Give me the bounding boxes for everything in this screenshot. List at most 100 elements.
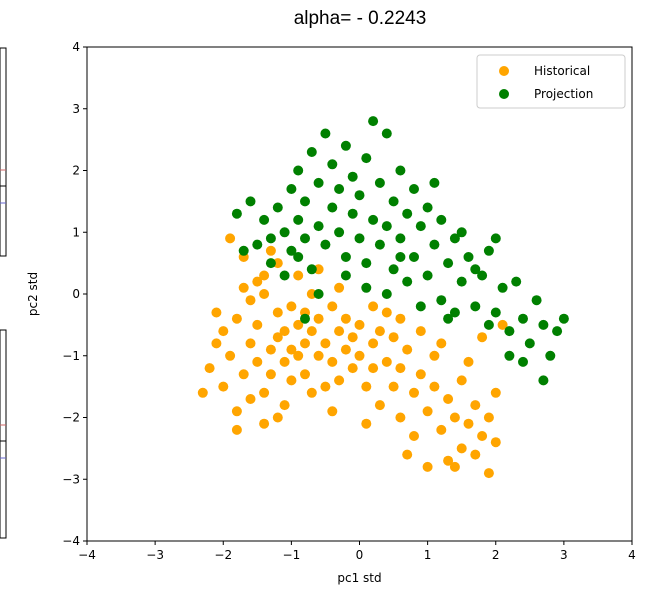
x-tick-label: 4: [628, 548, 636, 562]
point-projection: [456, 276, 467, 287]
x-tick-label: 0: [356, 548, 364, 562]
point-historical: [327, 356, 338, 367]
point-historical: [470, 400, 481, 411]
point-historical: [265, 369, 276, 380]
point-projection: [388, 196, 399, 207]
point-projection: [456, 227, 467, 238]
point-projection: [388, 264, 399, 275]
point-historical: [409, 387, 419, 398]
point-historical: [354, 319, 365, 330]
point-historical: [306, 387, 317, 398]
point-projection: [463, 252, 474, 262]
point-historical: [197, 387, 208, 398]
point-historical: [483, 468, 494, 479]
point-historical: [293, 270, 304, 281]
point-historical: [361, 418, 372, 429]
point-historical: [272, 258, 283, 269]
point-projection: [538, 375, 549, 386]
point-projection: [415, 221, 426, 232]
point-projection: [552, 326, 563, 337]
point-historical: [395, 313, 406, 324]
point-historical: [272, 412, 283, 423]
point-historical: [313, 313, 324, 324]
point-projection: [545, 350, 556, 361]
point-projection: [436, 214, 447, 225]
point-projection: [409, 184, 419, 194]
point-projection: [340, 252, 351, 262]
point-historical: [252, 276, 263, 287]
point-projection: [429, 177, 440, 188]
point-historical: [252, 319, 263, 330]
point-projection: [293, 165, 304, 176]
point-projection: [306, 147, 317, 157]
point-projection: [354, 190, 365, 201]
point-projection: [504, 350, 515, 361]
point-projection: [361, 153, 372, 164]
legend-label-historical: Historical: [534, 64, 590, 78]
legend-label-projection: Projection: [534, 87, 593, 101]
point-historical: [463, 418, 474, 429]
plot-area: [87, 47, 632, 541]
point-historical: [436, 424, 447, 435]
point-historical: [340, 344, 351, 355]
series-projection: [231, 116, 569, 386]
point-historical: [218, 326, 229, 337]
point-historical: [483, 412, 494, 423]
point-projection: [395, 165, 406, 176]
left-plot-fragment: [0, 47, 7, 539]
point-projection: [320, 128, 331, 139]
x-tick-label: −3: [146, 548, 164, 562]
y-tick-label: 2: [72, 164, 80, 178]
point-projection: [436, 295, 447, 306]
point-historical: [368, 338, 379, 349]
point-historical: [374, 326, 385, 337]
point-projection: [327, 202, 338, 213]
point-historical: [443, 455, 454, 466]
legend: Historical Projection: [476, 54, 626, 109]
point-projection: [320, 239, 331, 250]
point-historical: [231, 313, 242, 324]
y-tick-label: 1: [72, 225, 80, 239]
point-historical: [259, 270, 270, 281]
point-historical: [388, 381, 399, 392]
point-historical: [347, 332, 358, 343]
y-tick-label: 4: [72, 40, 80, 54]
point-projection: [422, 270, 433, 281]
point-historical: [245, 295, 256, 306]
point-historical: [231, 424, 242, 435]
point-projection: [300, 233, 310, 244]
point-projection: [381, 289, 392, 299]
point-projection: [334, 184, 345, 194]
point-projection: [313, 289, 324, 299]
point-historical: [368, 363, 379, 374]
point-projection: [524, 338, 535, 349]
point-projection: [558, 313, 569, 324]
point-projection: [300, 196, 310, 207]
legend-marker-projection: [499, 89, 509, 99]
point-projection: [531, 295, 542, 306]
point-historical: [306, 326, 317, 337]
point-historical: [286, 375, 297, 386]
point-historical: [422, 461, 433, 472]
point-historical: [279, 326, 290, 337]
axes-layer: −4 −3 −2 −1 0 1 2 3 4 −4 −3 −2 −1 0 1 2 3 4 pc1 std pc2 std: [26, 40, 636, 585]
point-historical: [211, 307, 222, 318]
point-historical: [272, 307, 283, 318]
y-tick-label: 3: [72, 102, 80, 116]
point-projection: [449, 233, 460, 244]
point-historical: [354, 350, 365, 361]
point-historical: [279, 400, 290, 411]
point-historical: [409, 431, 419, 441]
point-projection: [265, 258, 276, 269]
point-projection: [368, 116, 379, 127]
point-projection: [395, 252, 406, 262]
x-tick-label: 3: [560, 548, 568, 562]
point-historical: [279, 356, 290, 367]
point-historical: [497, 319, 508, 330]
point-projection: [518, 356, 528, 367]
point-historical: [334, 375, 345, 386]
point-projection: [265, 233, 276, 244]
point-projection: [470, 301, 481, 312]
x-tick-label: −2: [214, 548, 232, 562]
